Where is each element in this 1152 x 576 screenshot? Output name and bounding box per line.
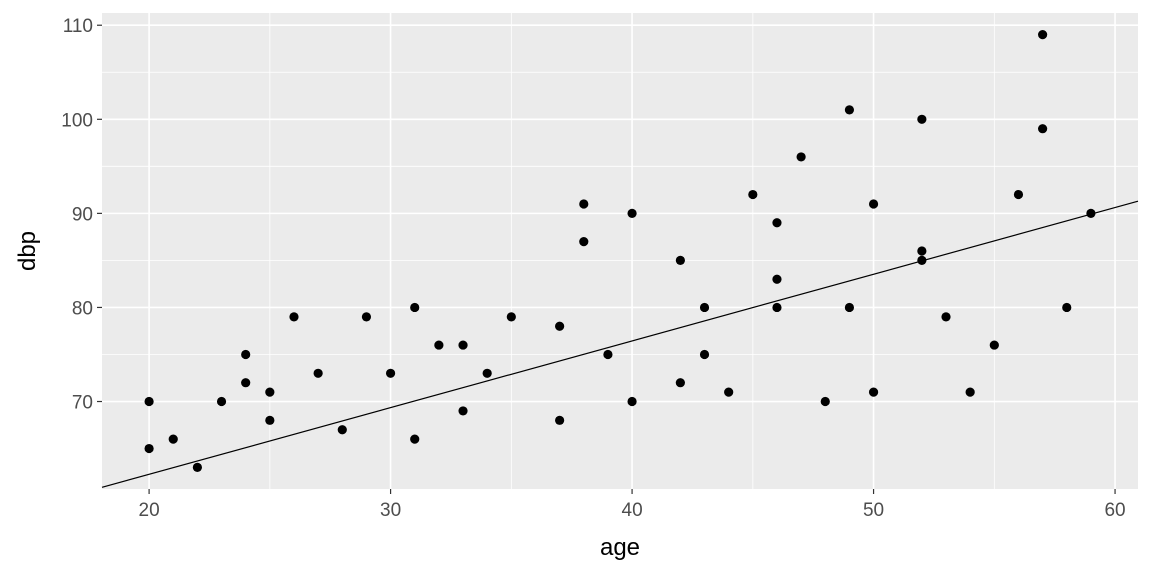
data-point bbox=[410, 302, 420, 313]
x-tick-label: 60 bbox=[1104, 500, 1125, 521]
data-point bbox=[506, 312, 516, 322]
minor-gridlines bbox=[102, 13, 1138, 489]
data-point bbox=[482, 368, 492, 378]
data-point bbox=[941, 312, 951, 322]
data-point bbox=[627, 396, 637, 407]
data-point bbox=[724, 387, 734, 397]
x-axis-title: age bbox=[600, 534, 640, 561]
data-point bbox=[265, 415, 275, 425]
data-point bbox=[1038, 30, 1048, 40]
data-point bbox=[555, 321, 565, 331]
data-point bbox=[289, 312, 299, 322]
data-point bbox=[844, 302, 855, 313]
data-point bbox=[796, 152, 806, 162]
data-point bbox=[241, 349, 251, 360]
data-point bbox=[555, 415, 565, 425]
data-point bbox=[989, 340, 999, 350]
data-point bbox=[458, 406, 468, 416]
data-point bbox=[168, 434, 178, 444]
data-point bbox=[361, 312, 372, 322]
data-point bbox=[627, 208, 637, 218]
data-point bbox=[434, 340, 444, 350]
data-point bbox=[579, 236, 589, 247]
x-tick-label: 50 bbox=[863, 500, 884, 521]
x-axis-ticks: 20 30 40 50 60 bbox=[139, 489, 1126, 521]
data-point bbox=[144, 396, 154, 407]
data-points bbox=[144, 30, 1096, 472]
data-point bbox=[917, 255, 927, 266]
data-point bbox=[917, 114, 927, 124]
data-point bbox=[337, 425, 347, 435]
y-axis-title: dbp bbox=[14, 231, 41, 271]
data-point bbox=[1062, 302, 1072, 313]
data-point bbox=[216, 396, 227, 407]
y-tick-label: 110 bbox=[63, 16, 93, 37]
data-point bbox=[965, 387, 975, 397]
x-tick-label: 20 bbox=[139, 500, 160, 521]
data-point bbox=[675, 255, 685, 266]
data-point bbox=[241, 378, 251, 388]
data-point bbox=[868, 199, 879, 209]
data-point bbox=[772, 274, 782, 284]
data-point bbox=[385, 368, 396, 378]
data-point bbox=[410, 434, 420, 444]
data-point bbox=[917, 246, 927, 256]
data-point bbox=[144, 443, 154, 454]
data-point bbox=[868, 387, 879, 397]
data-point bbox=[192, 462, 202, 472]
data-point bbox=[699, 302, 710, 313]
y-tick-label: 100 bbox=[61, 110, 93, 131]
data-point bbox=[772, 218, 782, 228]
major-gridlines bbox=[102, 13, 1138, 489]
y-tick-label: 90 bbox=[72, 204, 93, 225]
x-tick-label: 30 bbox=[380, 500, 401, 521]
data-point bbox=[675, 378, 685, 388]
data-point bbox=[1086, 208, 1096, 218]
y-tick-label: 80 bbox=[72, 298, 93, 319]
data-point bbox=[579, 199, 589, 209]
x-tick-label: 40 bbox=[622, 500, 643, 521]
data-point bbox=[1013, 189, 1024, 200]
data-point bbox=[844, 105, 855, 115]
data-point bbox=[699, 349, 710, 360]
data-point bbox=[748, 189, 758, 200]
y-tick-label: 70 bbox=[72, 393, 93, 414]
data-point bbox=[603, 349, 613, 360]
y-axis-ticks: 70 80 90 100 110 bbox=[61, 16, 102, 414]
regression-line bbox=[101, 200, 1139, 488]
data-point bbox=[1038, 124, 1048, 134]
data-point bbox=[772, 302, 782, 313]
data-point bbox=[820, 396, 830, 407]
data-point bbox=[313, 368, 323, 378]
panel-background bbox=[102, 13, 1138, 489]
data-point bbox=[458, 340, 468, 350]
data-point bbox=[265, 387, 275, 397]
